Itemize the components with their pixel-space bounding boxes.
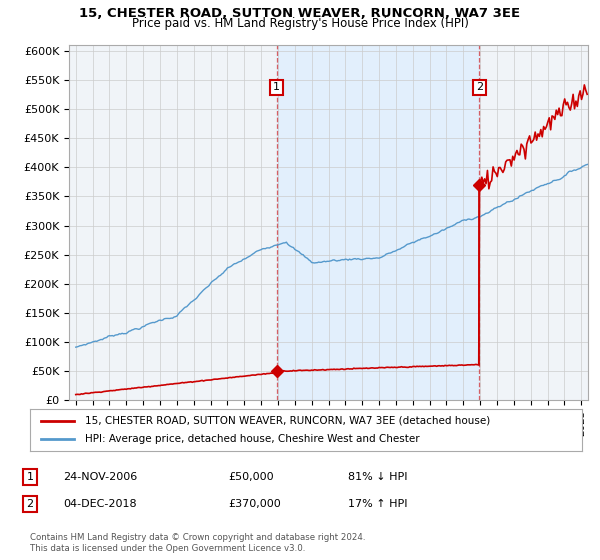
Text: 04-DEC-2018: 04-DEC-2018 <box>63 499 137 509</box>
Text: 1: 1 <box>26 472 34 482</box>
Text: 17% ↑ HPI: 17% ↑ HPI <box>348 499 407 509</box>
Text: 81% ↓ HPI: 81% ↓ HPI <box>348 472 407 482</box>
Text: Price paid vs. HM Land Registry's House Price Index (HPI): Price paid vs. HM Land Registry's House … <box>131 17 469 30</box>
Text: £50,000: £50,000 <box>228 472 274 482</box>
Bar <box>277 45 479 400</box>
Text: 15, CHESTER ROAD, SUTTON WEAVER, RUNCORN, WA7 3EE: 15, CHESTER ROAD, SUTTON WEAVER, RUNCORN… <box>79 7 521 20</box>
Text: 15, CHESTER ROAD, SUTTON WEAVER, RUNCORN, WA7 3EE (detached house): 15, CHESTER ROAD, SUTTON WEAVER, RUNCORN… <box>85 416 490 426</box>
Text: 2: 2 <box>476 82 483 92</box>
Text: £370,000: £370,000 <box>228 499 281 509</box>
Text: 2: 2 <box>26 499 34 509</box>
Text: HPI: Average price, detached house, Cheshire West and Chester: HPI: Average price, detached house, Ches… <box>85 434 420 444</box>
Text: 1: 1 <box>273 82 280 92</box>
Text: Contains HM Land Registry data © Crown copyright and database right 2024.
This d: Contains HM Land Registry data © Crown c… <box>30 533 365 553</box>
Text: 24-NOV-2006: 24-NOV-2006 <box>63 472 137 482</box>
